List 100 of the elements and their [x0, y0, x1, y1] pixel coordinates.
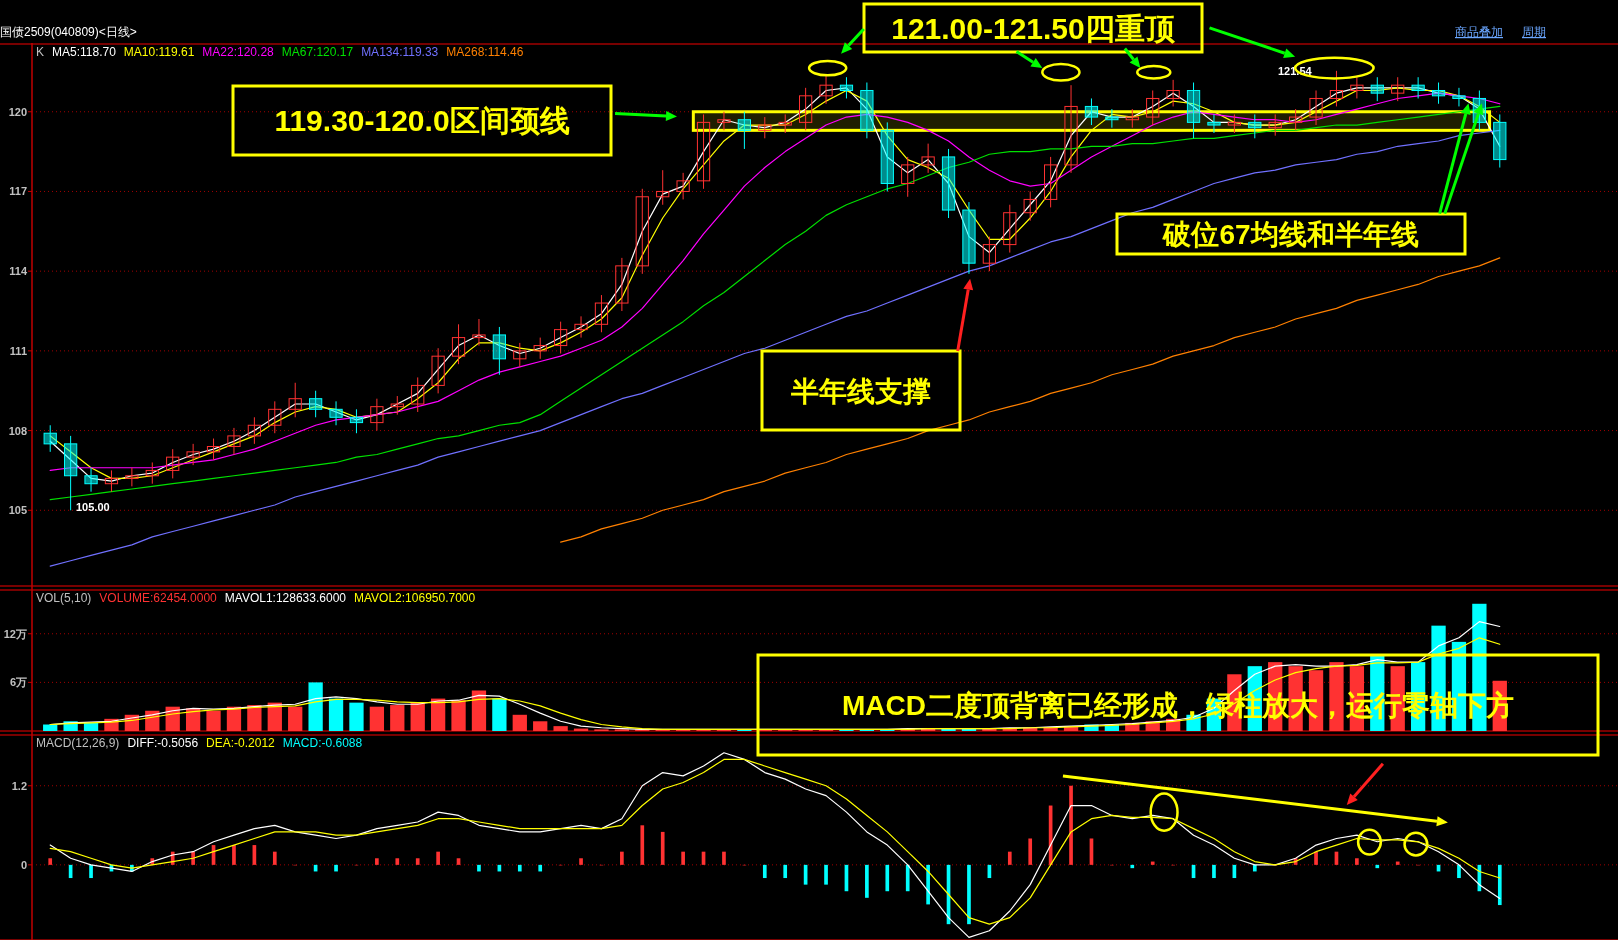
bar [533, 721, 548, 731]
text: MA134:119.33 [361, 45, 439, 59]
candlestick [206, 438, 221, 461]
text: MACD:-0.6088 [282, 736, 363, 750]
bar [436, 851, 440, 865]
bar [1130, 864, 1135, 869]
bar [517, 864, 522, 872]
candlestick [1186, 82, 1201, 139]
bar [334, 864, 338, 872]
bar [1069, 785, 1073, 865]
text: MA10:119.61 [123, 45, 195, 59]
bar [83, 722, 99, 731]
candlestick [1350, 76, 1364, 99]
bar [471, 690, 487, 731]
y-tick-label: 0 [20, 858, 27, 871]
bar [1028, 838, 1033, 865]
bar [451, 700, 466, 731]
candlestick [656, 169, 670, 206]
candlestick [1268, 113, 1282, 137]
candlestick [1125, 108, 1139, 129]
bar [415, 858, 420, 865]
bar [967, 864, 971, 925]
candlestick [635, 188, 649, 275]
candlestick [1309, 90, 1323, 126]
y-tick-label: 114 [9, 265, 28, 278]
candlestick [492, 326, 506, 376]
candlestick [431, 347, 445, 394]
bar [369, 706, 385, 731]
bar [272, 851, 277, 865]
candlestick [227, 427, 241, 455]
bar [660, 831, 665, 865]
candlestick [839, 76, 854, 99]
bar [48, 858, 53, 865]
y-tick-label: 117 [9, 185, 27, 198]
candlestick [1207, 113, 1221, 134]
candlestick [901, 156, 915, 198]
annotation: 121.00-121.50四重顶 [891, 11, 1175, 45]
candlestick [676, 172, 690, 200]
candlestick [880, 121, 894, 192]
chart-subtitle: K [36, 45, 45, 59]
bar [579, 858, 583, 865]
candlestick [1391, 76, 1405, 102]
bar [43, 724, 58, 731]
bar [620, 851, 624, 865]
bar [89, 864, 93, 879]
text: MA67:120.17 [281, 45, 354, 59]
candlestick [513, 342, 527, 368]
candlestick [166, 448, 180, 479]
bar [492, 698, 507, 731]
candlestick [533, 337, 547, 360]
text: VOLUME:62454.0000 [99, 591, 218, 605]
candlestick [921, 143, 935, 174]
bar [538, 864, 543, 872]
bar [1212, 864, 1216, 879]
annotation: 破位67均线和半年线 [1162, 219, 1419, 251]
bar [1497, 864, 1502, 906]
text: DEA:-0.2012 [206, 736, 276, 750]
candlestick [554, 321, 568, 355]
bar [1395, 861, 1400, 865]
candlestick [1452, 87, 1466, 107]
candlestick [125, 467, 139, 487]
text: MAVOL2:106950.7000 [353, 591, 476, 605]
text: 商品叠加 [1455, 25, 1503, 39]
bar [1150, 861, 1155, 865]
annotation: 119.30-120.0区间颈线 [274, 104, 570, 138]
candlestick [1044, 156, 1058, 208]
candlestick [1064, 84, 1078, 174]
bar [349, 702, 364, 731]
candlestick [1289, 108, 1303, 131]
candlestick [64, 435, 78, 511]
bar [477, 864, 481, 872]
candlestick [1003, 204, 1017, 254]
candlestick [1227, 113, 1241, 134]
bar [1457, 864, 1461, 879]
candlestick [145, 461, 159, 485]
candlestick [615, 257, 629, 312]
bar [390, 705, 405, 731]
text: MAVOL1:128633.6000 [224, 591, 347, 605]
bar [885, 864, 890, 892]
candlestick [594, 294, 609, 333]
candlestick [349, 408, 364, 434]
chart-title: VOL(5,10) [36, 591, 92, 605]
chart-title: 国债2509(040809)<日线> [0, 25, 137, 39]
candlestick [737, 111, 751, 150]
text: DIFF:-0.5056 [127, 736, 199, 750]
text: MA22:120.28 [202, 45, 275, 59]
candlestick [982, 236, 996, 272]
bar [395, 858, 400, 865]
bar [905, 864, 910, 892]
candlestick [1493, 113, 1507, 169]
candlestick [1431, 82, 1446, 105]
candlestick [370, 398, 384, 432]
text: 周期 [1522, 25, 1546, 39]
bar [1314, 851, 1318, 865]
candlestick [696, 113, 711, 190]
candlestick [778, 113, 792, 134]
y-tick-label: 108 [8, 424, 27, 437]
bar [865, 864, 869, 898]
candlestick [1084, 97, 1099, 126]
bar [1355, 858, 1359, 865]
